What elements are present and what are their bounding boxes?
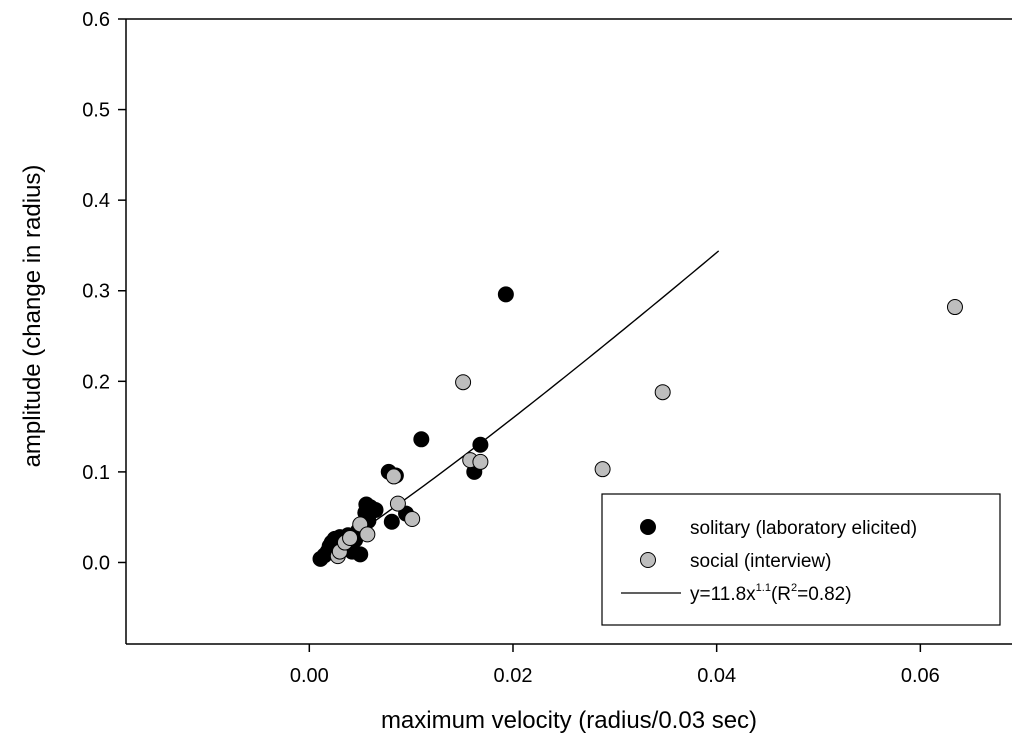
fit-r2-open: (R: [771, 584, 791, 605]
y-tick-label: 0.3: [82, 281, 110, 303]
y-tick-label: 0.5: [82, 100, 110, 122]
y-tick-label: 0.4: [82, 190, 110, 212]
points-layer: [312, 286, 963, 567]
y-axis-label: amplitude (change in radius): [19, 165, 46, 468]
x-ticks: 0.00 0.02 0.04 0.06: [290, 644, 940, 687]
social-point: [946, 299, 963, 316]
legend-label-social: social (interview): [690, 551, 831, 572]
legend-marker-solitary: [640, 519, 656, 535]
fit-r2-close: =0.82): [797, 584, 851, 605]
fit-curve: [319, 250, 720, 558]
solitary-point: [497, 286, 514, 303]
x-axis-label: maximum velocity (radius/0.03 sec): [381, 707, 757, 734]
legend-marker-social: [640, 552, 656, 568]
solitary-point: [367, 501, 384, 518]
fit-equation-exponent: 1.1: [756, 582, 771, 594]
social-point: [654, 384, 671, 401]
solitary-point: [352, 546, 369, 563]
solitary-point: [472, 436, 489, 453]
y-ticks: 0.0 0.1 0.2 0.3 0.4 0.5 0.6: [82, 9, 126, 574]
y-tick-label: 0.6: [82, 9, 110, 31]
y-tick-label: 0.0: [82, 552, 110, 574]
legend: solitary (laboratory elicited) social (i…: [601, 493, 1001, 626]
social-point: [359, 526, 376, 543]
social-point: [404, 511, 421, 527]
fit-layer: [319, 250, 720, 558]
x-tick-label: 0.06: [901, 665, 940, 687]
fit-equation-base: y=11.8x: [690, 584, 756, 605]
solitary-point: [413, 431, 430, 448]
x-tick-label: 0.04: [697, 665, 736, 687]
x-tick-label: 0.00: [290, 665, 329, 687]
y-tick-label: 0.2: [82, 371, 110, 393]
x-tick-label: 0.02: [494, 665, 533, 687]
solitary-point: [383, 513, 400, 530]
legend-label-fit: y=11.8x1.1(R2=0.82): [690, 582, 852, 605]
social-point: [455, 374, 472, 391]
fit-r2-exponent: 2: [791, 582, 797, 594]
social-point: [342, 530, 359, 547]
y-tick-label: 0.1: [82, 462, 110, 484]
legend-box: [601, 493, 1001, 626]
social-point: [389, 495, 406, 512]
axes: [125, 18, 1012, 645]
legend-label-solitary: solitary (laboratory elicited): [690, 518, 917, 539]
social-point: [594, 461, 611, 478]
social-point: [472, 453, 489, 470]
social-point: [385, 468, 402, 485]
